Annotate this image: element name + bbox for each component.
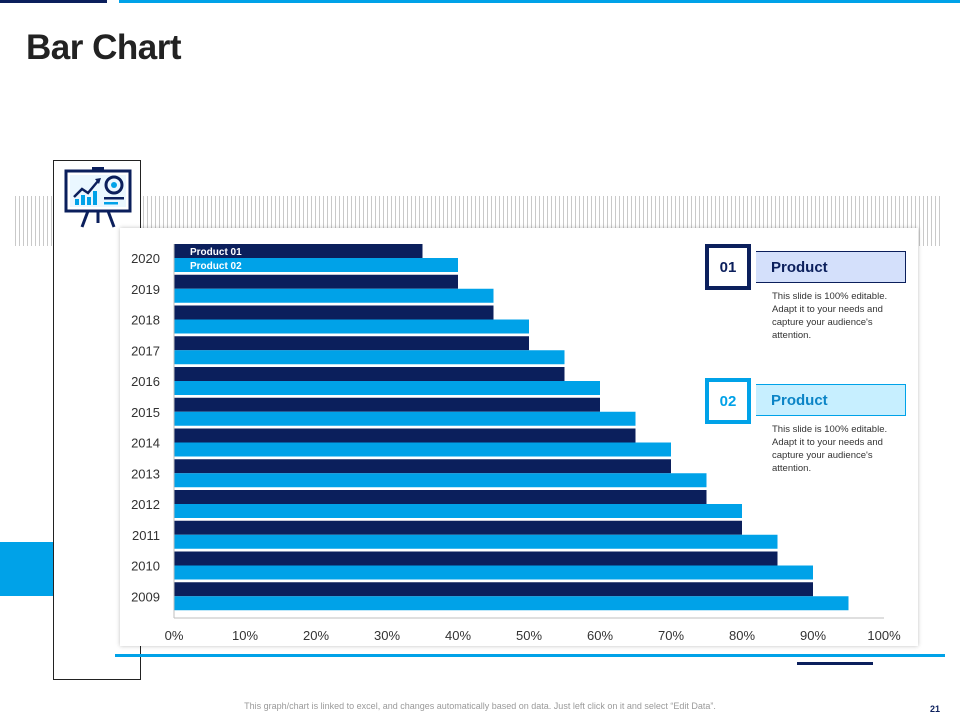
bar-product02-2016 — [174, 381, 600, 395]
legend-product01: Product 01 — [190, 247, 242, 258]
top-accent-bar-light — [119, 0, 960, 3]
bar-product01-2017 — [174, 336, 529, 351]
presentation-board-icon — [64, 167, 132, 229]
chart-panel: 2020 2019 2018 2017 2016 2015 2014 2013 2012 2011… — [120, 228, 918, 646]
bar-product02-2012 — [174, 504, 742, 518]
bar-product01-2020 — [174, 244, 423, 258]
card-title-02: Product — [756, 384, 906, 416]
bar-product01-2016 — [174, 367, 565, 381]
x-tick-label-70pct: 70% — [658, 628, 684, 643]
y-tick-label-2020: 2020 — [131, 251, 160, 266]
bar-product01-2019 — [174, 274, 458, 289]
bar-product02-2009 — [174, 596, 849, 611]
x-tick-label-40pct: 40% — [445, 628, 471, 643]
y-tick-label-2013: 2013 — [131, 466, 160, 481]
card-number-02: 02 — [705, 378, 751, 424]
y-tick-label-2009: 2009 — [131, 589, 160, 604]
bar-product01-2018 — [174, 305, 494, 320]
bar-product02-2018 — [174, 319, 529, 334]
bar-product01-2011 — [174, 520, 742, 535]
bar-product01-2010 — [174, 551, 778, 566]
y-tick-label-2010: 2010 — [131, 559, 160, 574]
bottom-accent-line — [115, 654, 945, 657]
top-accent-bar-dark — [0, 0, 107, 3]
bar-product02-2015 — [174, 411, 636, 426]
card-description-02: This slide is 100% editable. Adapt it to… — [772, 424, 888, 474]
bar-product01-2015 — [174, 397, 600, 412]
y-tick-label-2019: 2019 — [131, 282, 160, 297]
bar-product02-2019 — [174, 288, 494, 303]
bar-product01-2009 — [174, 582, 813, 597]
y-tick-label-2018: 2018 — [131, 313, 160, 328]
bar-product02-2020 — [174, 258, 458, 272]
bar-product01-2013 — [174, 459, 671, 474]
bar-product01-2014 — [174, 428, 636, 443]
x-tick-label-80pct: 80% — [729, 628, 755, 643]
footer-note: This graph/chart is linked to excel, and… — [244, 701, 716, 711]
y-tick-label-2012: 2012 — [131, 497, 160, 512]
x-tick-label-50pct: 50% — [516, 628, 542, 643]
bar-product02-2011 — [174, 534, 778, 549]
x-tick-label-60pct: 60% — [587, 628, 613, 643]
y-tick-label-2015: 2015 — [131, 405, 160, 420]
card-description-01: This slide is 100% editable. Adapt it to… — [772, 291, 888, 341]
y-tick-label-2016: 2016 — [131, 374, 160, 389]
legend-product02: Product 02 — [190, 261, 242, 272]
x-tick-label-10pct: 10% — [232, 628, 258, 643]
slide-title: Bar Chart — [26, 28, 181, 67]
y-tick-label-2014: 2014 — [131, 436, 160, 451]
x-tick-label-20pct: 20% — [303, 628, 329, 643]
card-title-01: Product — [756, 251, 906, 283]
x-tick-label-100pct: 100% — [867, 628, 901, 643]
bar-product02-2017 — [174, 350, 565, 365]
bar-product02-2013 — [174, 473, 707, 488]
y-tick-label-2011: 2011 — [132, 528, 160, 543]
decorative-blue-block — [0, 542, 53, 596]
card-number-01: 01 — [705, 244, 751, 290]
bar-product02-2014 — [174, 442, 671, 457]
page-number: 21 — [930, 704, 941, 714]
bar-product01-2012 — [174, 490, 707, 504]
bar-chart: 2020 2019 2018 2017 2016 2015 2014 2013 2012 2011… — [131, 244, 901, 643]
x-tick-label-0pct: 0% — [165, 628, 184, 643]
bottom-accent-dark — [797, 662, 873, 665]
bar-product02-2010 — [174, 565, 813, 580]
x-tick-label-30pct: 30% — [374, 628, 400, 643]
x-tick-label-90pct: 90% — [800, 628, 826, 643]
y-tick-label-2017: 2017 — [131, 343, 160, 358]
